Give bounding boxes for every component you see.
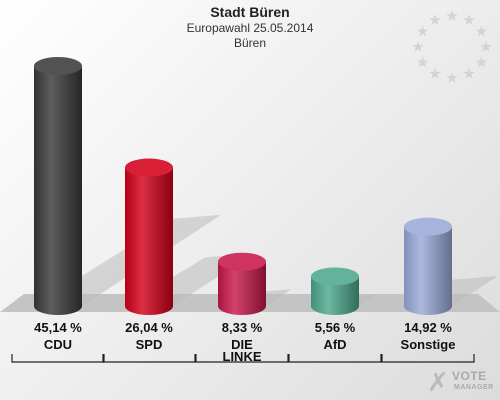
category-bracket xyxy=(102,354,196,363)
value-label: 26,04 % xyxy=(125,320,173,335)
bar-sonstige xyxy=(404,217,452,315)
eu-star-icon xyxy=(475,56,488,68)
eu-star-icon xyxy=(463,67,475,79)
value-label: 8,33 % xyxy=(222,320,263,335)
eu-star-icon xyxy=(446,72,458,83)
eu-star-icon xyxy=(416,56,429,68)
chart-title: Stadt Büren xyxy=(210,4,290,20)
category-label: CDU xyxy=(44,337,72,352)
logo-text-manager: MANAGER xyxy=(454,384,494,391)
chart-subtitle: Europawahl 25.05.2014 xyxy=(186,21,314,35)
eu-star-icon xyxy=(463,14,475,26)
bar-die-linke xyxy=(218,252,266,315)
eu-star-icon xyxy=(446,10,458,21)
logo-text-vote: VOTE xyxy=(452,369,487,383)
value-label: 14,92 % xyxy=(404,320,452,335)
bar-afd xyxy=(311,267,359,315)
value-label: 45,14 % xyxy=(34,320,82,335)
category-label: Sonstige xyxy=(401,337,456,352)
eu-star-icon xyxy=(480,41,492,52)
category-brackets xyxy=(11,354,475,363)
category-label: LINKE xyxy=(223,349,262,364)
bar-cdu xyxy=(34,57,82,315)
category-label: AfD xyxy=(323,337,346,352)
value-label: 5,56 % xyxy=(315,320,356,335)
eu-star-icon xyxy=(412,41,424,52)
category-bracket xyxy=(195,354,289,363)
eu-star-icon xyxy=(429,14,441,26)
checkmark-icon: ✗ xyxy=(427,367,449,397)
eu-star-icon xyxy=(429,67,441,79)
category-bracket xyxy=(288,354,382,363)
bars-group xyxy=(34,57,452,315)
eu-star-icon xyxy=(475,25,488,37)
chart-header: Stadt Büren Europawahl 25.05.2014 Büren xyxy=(0,4,500,51)
category-bracket xyxy=(11,354,105,363)
eu-stars-icon xyxy=(412,10,492,83)
category-label: SPD xyxy=(136,337,163,352)
vote-manager-logo: ✗ VOTE MANAGER xyxy=(420,366,498,398)
bar-spd xyxy=(125,158,173,315)
chart-region: Büren xyxy=(233,36,267,50)
eu-star-icon xyxy=(416,25,429,37)
category-bracket xyxy=(381,354,475,363)
category-label: DIE xyxy=(231,337,253,352)
